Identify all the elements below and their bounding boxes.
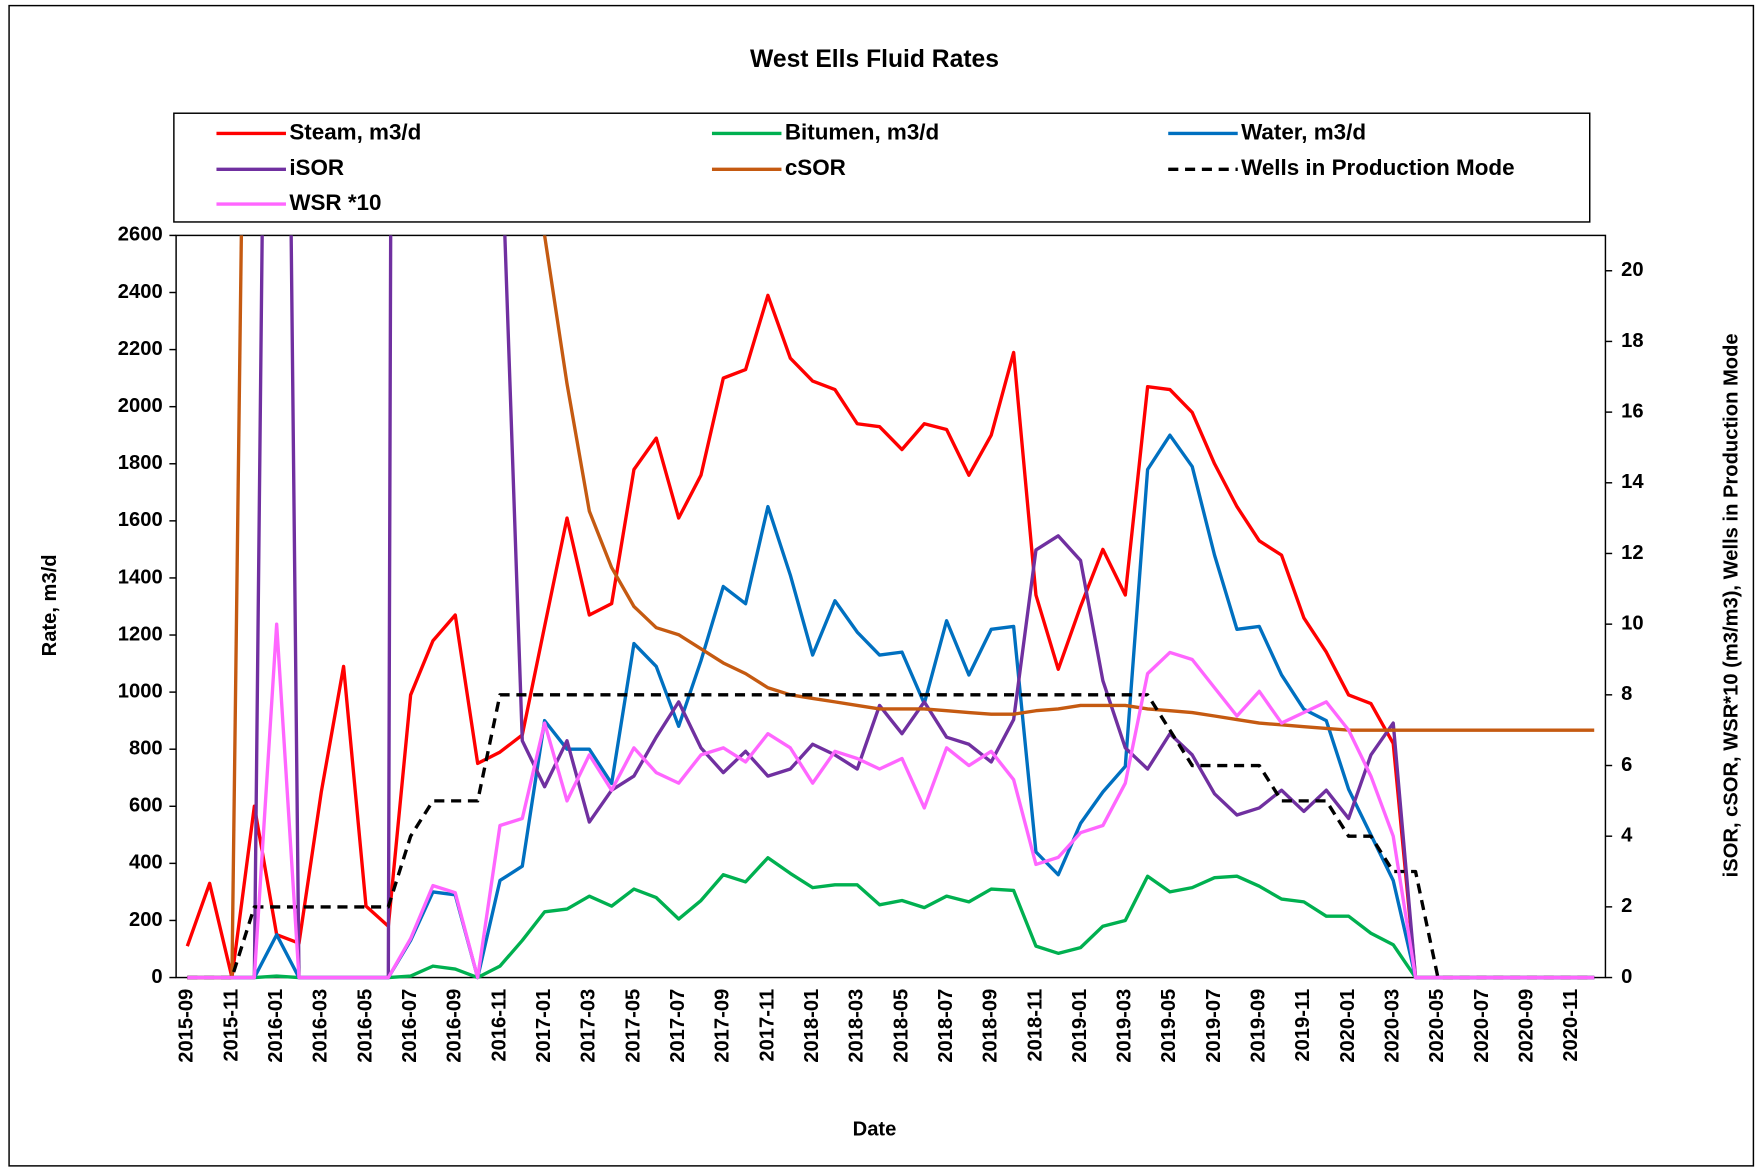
y-tick-label: 600: [129, 795, 163, 817]
series-line: [187, 235, 1595, 980]
x-tick-label: 2020-01: [1337, 989, 1359, 1063]
y-tick-label: 2400: [118, 281, 163, 303]
x-tick-label: 2018-09: [980, 989, 1002, 1063]
y2-tick-label: 2: [1621, 895, 1632, 917]
x-tick-label: 2020-03: [1382, 989, 1404, 1063]
chart-border: [8, 4, 1755, 1167]
x-tick-label: 2016-09: [444, 989, 466, 1063]
x-axis-title: Date: [853, 1118, 897, 1140]
legend-label: WSR *10: [289, 190, 381, 215]
y2-tick-label: 4: [1621, 825, 1633, 847]
legend-label: Water, m3/d: [1241, 119, 1366, 144]
legend-label: Steam, m3/d: [289, 119, 421, 144]
y-tick-label: 1800: [118, 452, 163, 474]
x-tick-label: 2016-11: [488, 989, 510, 1062]
y-axis-title: Rate, m3/d: [39, 554, 61, 656]
x-tick-label: 2017-11: [756, 989, 778, 1062]
series-line: [185, 293, 1595, 980]
x-tick-label: 2016-01: [265, 989, 287, 1063]
x-tick-label: 2019-07: [1203, 989, 1225, 1063]
x-tick-label: 2019-11: [1292, 989, 1314, 1062]
y-tick-label: 1400: [118, 566, 163, 588]
legend-label: Wells in Production Mode: [1241, 155, 1514, 180]
y-tick-label: 1600: [118, 509, 163, 531]
legend-label: iSOR: [289, 155, 344, 180]
y2-tick-label: 20: [1621, 259, 1643, 281]
x-tick-label: 2020-09: [1516, 989, 1538, 1063]
x-tick-label: 2020-05: [1426, 989, 1448, 1063]
series-line: [187, 433, 1595, 980]
x-tick-label: 2017-03: [578, 989, 600, 1063]
x-tick-label: 2017-07: [667, 989, 689, 1063]
series-line: [187, 235, 1595, 980]
series-line: [187, 856, 1595, 980]
legend-box: [173, 112, 1591, 223]
y-tick-label: 0: [151, 966, 162, 988]
y-tick-label: 400: [129, 852, 163, 874]
x-tick-label: 2015-11: [220, 989, 242, 1062]
x-tick-label: 2019-01: [1069, 989, 1091, 1063]
x-tick-label: 2019-05: [1158, 989, 1180, 1063]
x-tick-label: 2018-05: [890, 989, 912, 1063]
x-tick-label: 2016-03: [310, 989, 332, 1063]
y2-tick-label: 8: [1621, 683, 1632, 705]
x-tick-label: 2018-07: [935, 989, 957, 1063]
x-tick-label: 2018-03: [846, 989, 868, 1063]
y-tick-label: 2000: [118, 395, 163, 417]
y-tick-label: 1000: [118, 680, 163, 702]
legend-label: Bitumen, m3/d: [785, 119, 939, 144]
y-tick-label: 2200: [118, 338, 163, 360]
y2-tick-label: 10: [1621, 612, 1643, 634]
x-tick-label: 2017-05: [622, 989, 644, 1063]
y-tick-label: 800: [129, 738, 163, 760]
x-tick-label: 2020-07: [1471, 989, 1493, 1063]
x-tick-label: 2019-09: [1248, 989, 1270, 1063]
x-tick-label: 2017-09: [712, 989, 734, 1063]
x-tick-label: 2018-11: [1024, 989, 1046, 1062]
x-tick-label: 2020-11: [1560, 989, 1582, 1062]
chart-title: West Ells Fluid Rates: [750, 46, 999, 73]
x-tick-label: 2017-01: [533, 989, 555, 1063]
series-line: [187, 693, 1595, 980]
y2-tick-label: 12: [1621, 542, 1643, 564]
y2-tick-label: 6: [1621, 754, 1632, 776]
x-tick-label: 2015-09: [176, 989, 198, 1063]
x-tick-label: 2016-07: [399, 989, 421, 1063]
y-tick-label: 1200: [118, 623, 163, 645]
y2-tick-label: 16: [1621, 400, 1643, 422]
legend-label: cSOR: [785, 155, 846, 180]
x-tick-label: 2019-03: [1114, 989, 1136, 1063]
x-tick-label: 2016-05: [354, 989, 376, 1063]
y2-tick-label: 14: [1621, 471, 1644, 493]
y-tick-label: 2600: [118, 224, 163, 246]
series-line: [187, 622, 1595, 980]
y2-axis-title: iSOR, cSOR, WSR*10 (m3/m3), Wells in Pro…: [1720, 333, 1742, 877]
y2-tick-label: 0: [1621, 966, 1632, 988]
x-tick-label: 2018-01: [801, 989, 823, 1063]
y2-tick-label: 18: [1621, 330, 1643, 352]
plot-area: [185, 235, 1595, 980]
plot-frame: [175, 234, 1607, 979]
y-tick-label: 200: [129, 909, 163, 931]
